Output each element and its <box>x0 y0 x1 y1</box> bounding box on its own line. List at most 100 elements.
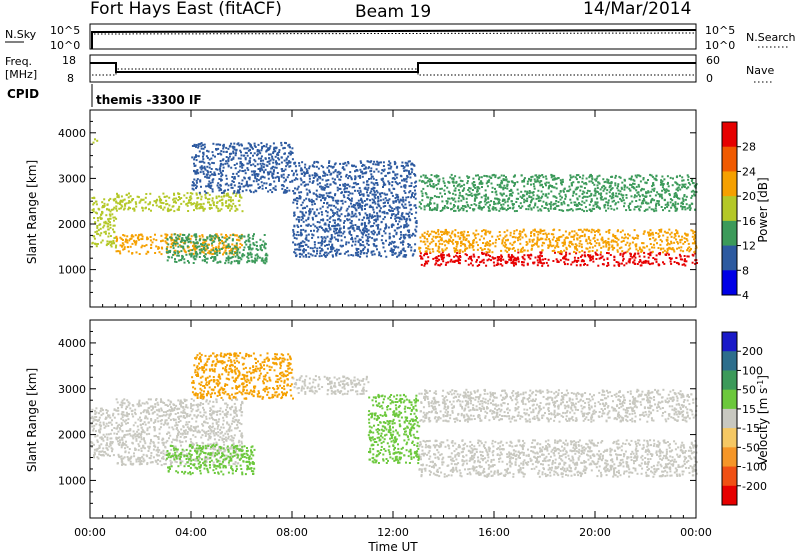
power-echo-pixel <box>317 241 320 244</box>
power-echo-pixel <box>413 186 416 189</box>
power-echo-pixel <box>425 247 428 250</box>
power-echo-pixel <box>218 209 221 212</box>
power-echo-pixel <box>659 252 662 254</box>
power-echo-pixel <box>217 172 220 175</box>
power-echo-pixel <box>227 245 230 248</box>
power-echo-pixel <box>448 197 451 200</box>
power-echo-pixel <box>336 202 339 205</box>
power-echo-pixel <box>319 207 322 210</box>
power-echo-pixel <box>589 254 592 257</box>
power-echo-pixel <box>337 214 340 217</box>
power-echo-pixel <box>273 148 275 151</box>
power-echo-pixel <box>505 234 508 237</box>
power-echo-pixel <box>663 189 666 192</box>
power-echo-pixel <box>647 202 650 205</box>
power-echo-pixel <box>195 192 198 195</box>
power-echo-pixel <box>422 240 425 243</box>
power-echo-pixel <box>566 190 569 193</box>
power-echo-pixel <box>217 261 219 264</box>
power-echo-pixel <box>339 187 342 190</box>
power-echo-pixel <box>260 155 263 158</box>
power-echo-pixel <box>308 210 311 213</box>
power-echo-pixel <box>199 179 202 182</box>
power-echo-pixel <box>112 208 115 211</box>
power-echo-pixel <box>595 258 598 260</box>
power-echo-pixel <box>635 176 638 179</box>
power-echo-pixel <box>350 202 352 205</box>
power-echo-pixel <box>342 226 345 229</box>
power-echo-pixel <box>252 242 255 245</box>
power-echo-pixel <box>265 258 268 261</box>
power-echo-pixel <box>390 225 393 228</box>
power-echo-pixel <box>133 209 136 212</box>
power-echo-pixel <box>479 247 482 249</box>
power-echo-pixel <box>316 230 319 233</box>
power-echo-pixel <box>315 193 318 196</box>
power-echo-pixel <box>611 245 614 248</box>
power-echo-pixel <box>186 192 189 195</box>
power-echo-pixel <box>622 240 625 242</box>
power-echo-pixel <box>121 200 124 203</box>
power-echo-pixel <box>344 161 347 164</box>
power-echo-pixel <box>405 206 408 209</box>
power-echo-pixel <box>544 238 547 241</box>
power-echo-pixel <box>585 229 588 232</box>
power-echo-pixel <box>586 264 589 267</box>
power-echo-pixel <box>428 208 431 211</box>
power-echo-pixel <box>384 223 387 226</box>
power-echo-pixel <box>571 243 573 246</box>
power-echo-pixel <box>374 202 377 205</box>
power-echo-pixel <box>545 184 547 187</box>
power-echo-pixel <box>352 254 355 257</box>
power-echo-pixel <box>383 182 386 185</box>
power-echo-pixel <box>513 230 516 233</box>
power-echo-pixel <box>520 247 523 250</box>
power-echo-pixel <box>339 244 342 247</box>
power-echo-pixel <box>221 198 224 201</box>
power-echo-pixel <box>600 251 602 254</box>
power-echo-pixel <box>209 187 212 189</box>
power-echo-pixel <box>674 233 677 236</box>
power-echo-pixel <box>342 244 344 247</box>
power-echo-pixel <box>452 177 455 180</box>
power-echo-pixel <box>302 251 305 254</box>
power-echo-pixel <box>630 177 633 180</box>
power-echo-pixel <box>176 254 179 257</box>
power-echo-pixel <box>336 238 339 241</box>
power-echo-pixel <box>541 262 544 265</box>
nsearch-tick-bottom: 10^0 <box>705 39 735 52</box>
power-echo-pixel <box>426 196 429 199</box>
power-echo-pixel <box>362 248 365 250</box>
power-echo-pixel <box>665 254 668 256</box>
power-echo-pixel <box>303 174 306 177</box>
power-echo-pixel <box>215 195 218 198</box>
power-echo-pixel <box>155 245 158 248</box>
power-echo-pixel <box>543 242 546 245</box>
power-echo-pixel <box>339 184 341 187</box>
power-echo-pixel <box>239 149 242 152</box>
power-echo-pixel <box>122 208 125 211</box>
power-echo-pixel <box>364 225 367 228</box>
power-echo-pixel <box>517 251 520 254</box>
power-echo-pixel <box>451 177 454 180</box>
power-echo-pixel <box>598 174 601 177</box>
power-echo-pixel <box>269 170 272 173</box>
power-echo-pixel <box>425 193 428 196</box>
power-echo-pixel <box>636 174 639 177</box>
power-echo-pixel <box>487 197 490 200</box>
power-echo-pixel <box>668 257 671 259</box>
power-echo-pixel <box>461 250 464 253</box>
power-echo-pixel <box>254 165 257 168</box>
power-echo-pixel <box>284 152 286 155</box>
power-echo-pixel <box>389 250 392 252</box>
power-echo-pixel <box>392 200 395 203</box>
power-echo-pixel <box>453 255 456 258</box>
power-echo-pixel <box>332 196 335 199</box>
nsky-tick-bottom: 10^0 <box>50 39 80 52</box>
power-echo-pixel <box>308 208 311 211</box>
power-echo-pixel <box>317 212 320 215</box>
power-echo-pixel <box>355 247 358 250</box>
power-echo-pixel <box>159 201 162 204</box>
power-echo-pixel <box>547 264 550 267</box>
power-echo-pixel <box>259 238 262 241</box>
